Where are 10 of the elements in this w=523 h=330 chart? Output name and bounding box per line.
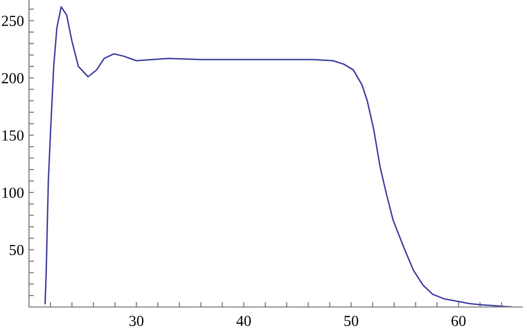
- y-tick-label: 50: [10, 244, 24, 256]
- line-series: [44, 6, 513, 307]
- y-tick-label: 200: [2, 73, 24, 84]
- y-tick-label: 150: [2, 130, 24, 141]
- x-tick-label: 30: [129, 316, 144, 326]
- x-tick-label: 40: [236, 316, 251, 326]
- x-tick-label: 60: [452, 316, 466, 326]
- x-tick-label: 50: [344, 316, 358, 326]
- y-tick-label: 250: [2, 16, 24, 26]
- y-tick-label: 100: [2, 188, 24, 198]
